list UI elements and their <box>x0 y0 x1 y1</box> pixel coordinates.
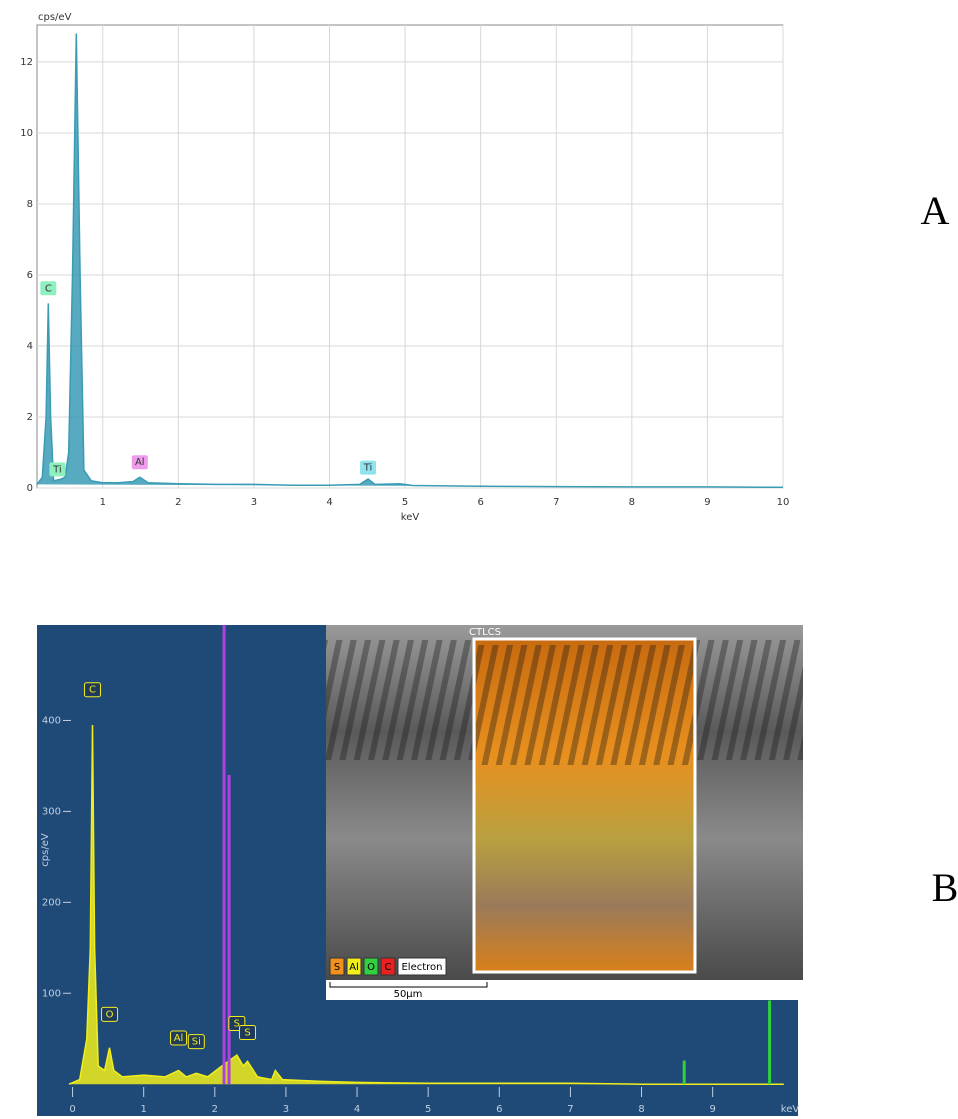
peak-label: C <box>89 685 96 696</box>
plot-background <box>36 24 784 489</box>
x-tick-label: 3 <box>283 1104 289 1115</box>
x-tick-label: 5 <box>425 1104 431 1115</box>
x-tick-label: 7 <box>553 497 559 508</box>
y-tick-label: 4 <box>27 341 33 352</box>
peak-label: Al <box>174 1033 184 1044</box>
inset-title: CTLCS <box>469 627 501 638</box>
x-tick-label: 7 <box>567 1104 573 1115</box>
x-tick-label: 3 <box>251 497 257 508</box>
x-tick-label: 4 <box>326 497 332 508</box>
map-texture <box>476 645 693 765</box>
peak-label: S <box>234 1018 240 1029</box>
spectrum <box>68 724 784 1085</box>
y-tick-label: 100 <box>42 988 61 999</box>
y-axis-label: cps/eV <box>40 833 51 867</box>
scale-strip <box>326 980 803 1000</box>
panel-label: A <box>921 188 950 233</box>
peak-label: C <box>45 283 52 294</box>
y-tick-label: 2 <box>27 412 33 423</box>
peak-label: Al <box>135 457 145 468</box>
x-tick-label: 8 <box>638 1104 644 1115</box>
scale-bar <box>329 982 488 988</box>
legend-label: Electron <box>401 962 442 973</box>
y-tick-label: 0 <box>27 483 33 494</box>
peak-label-box <box>131 455 148 470</box>
legend-swatch <box>346 957 362 976</box>
peak-label-box <box>49 462 66 477</box>
peak-label: O <box>106 1009 114 1020</box>
y-tick-label: 6 <box>27 270 33 281</box>
x-tick-label: 10 <box>777 497 790 508</box>
scale-label: 50μm <box>394 989 423 1000</box>
y-tick-label: 12 <box>20 57 33 68</box>
x-tick-label: 9 <box>704 497 710 508</box>
y-tick-label: 200 <box>42 897 61 908</box>
peak-label-box <box>101 1006 119 1022</box>
y-tick-label: 300 <box>42 806 61 817</box>
peak-label-box <box>83 682 101 698</box>
peak-label-box <box>170 1030 188 1046</box>
x-tick-label: 1 <box>100 497 106 508</box>
legend-swatch <box>363 957 379 976</box>
y-tick-label: 8 <box>27 199 33 210</box>
y-tick-label: 400 <box>42 715 61 726</box>
peak-label-box <box>40 281 57 296</box>
x-axis-label: keV <box>781 1104 800 1115</box>
y-tick-label: 10 <box>20 128 33 139</box>
y-axis-label: cps/eV <box>38 12 72 23</box>
peak-label: Ti <box>363 463 373 474</box>
x-tick-label: 4 <box>354 1104 360 1115</box>
peak-label: S <box>244 1028 250 1039</box>
legend-label: O <box>367 962 375 973</box>
peak-label: Si <box>192 1037 201 1048</box>
legend-label: C <box>385 962 392 973</box>
x-tick-label: 6 <box>496 1104 502 1115</box>
sem-inset: 50μm CTLCS <box>326 625 803 1000</box>
x-tick-label: 2 <box>212 1104 218 1115</box>
legend-swatch <box>397 957 447 976</box>
x-tick-label: 8 <box>629 497 635 508</box>
x-axis-label: keV <box>401 512 420 523</box>
legend-swatch <box>380 957 396 976</box>
x-tick-label: 1 <box>140 1104 146 1115</box>
x-tick-label: 2 <box>175 497 181 508</box>
x-tick-label: 6 <box>477 497 483 508</box>
legend-swatch <box>329 957 345 976</box>
legend-label: S <box>334 962 340 973</box>
panel-label: B <box>932 865 958 910</box>
peak-label: Ti <box>52 464 62 475</box>
x-tick-label: 9 <box>709 1104 715 1115</box>
peak-label-box <box>239 1025 257 1041</box>
peak-label-box <box>187 1034 205 1050</box>
legend-label: Al <box>349 962 359 973</box>
x-tick-label: 5 <box>402 497 408 508</box>
x-tick-label: 0 <box>69 1104 75 1115</box>
spectrum <box>36 33 784 489</box>
peak-label-box <box>360 460 377 475</box>
